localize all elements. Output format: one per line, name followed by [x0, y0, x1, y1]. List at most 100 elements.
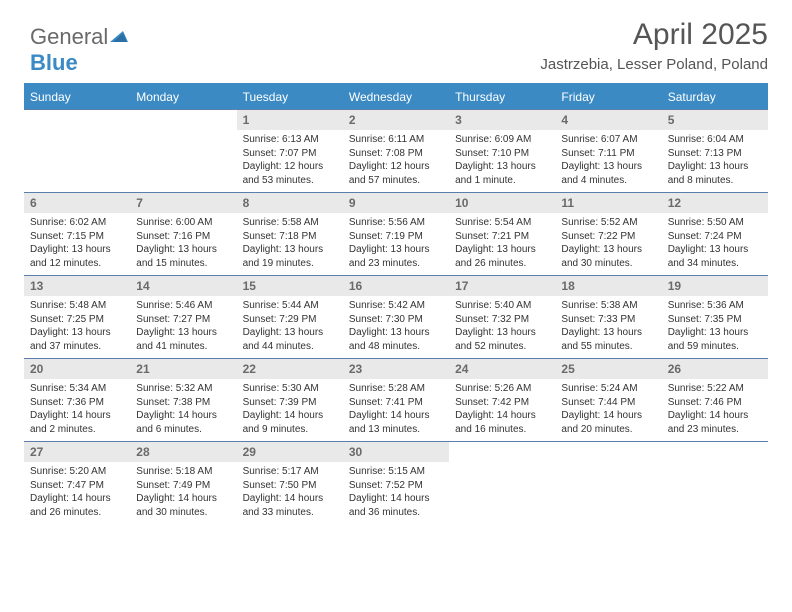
calendar-week: ..1Sunrise: 6:13 AMSunset: 7:07 PMDaylig…	[24, 109, 768, 192]
calendar-day-header: Sunday Monday Tuesday Wednesday Thursday…	[24, 85, 768, 109]
day-details: Sunrise: 5:46 AMSunset: 7:27 PMDaylight:…	[130, 296, 236, 356]
day-number: 9	[343, 193, 449, 213]
calendar-cell: 11Sunrise: 5:52 AMSunset: 7:22 PMDayligh…	[555, 193, 661, 275]
day-details: Sunrise: 5:28 AMSunset: 7:41 PMDaylight:…	[343, 379, 449, 439]
day-details: Sunrise: 5:30 AMSunset: 7:39 PMDaylight:…	[237, 379, 343, 439]
day-number: 2	[343, 110, 449, 130]
day-number: 30	[343, 442, 449, 462]
calendar-cell: 10Sunrise: 5:54 AMSunset: 7:21 PMDayligh…	[449, 193, 555, 275]
day-number: 12	[662, 193, 768, 213]
calendar-cell: 16Sunrise: 5:42 AMSunset: 7:30 PMDayligh…	[343, 276, 449, 358]
day-details: Sunrise: 5:20 AMSunset: 7:47 PMDaylight:…	[24, 462, 130, 522]
day-details: Sunrise: 5:34 AMSunset: 7:36 PMDaylight:…	[24, 379, 130, 439]
dayhead-saturday: Saturday	[662, 85, 768, 109]
day-number: 6	[24, 193, 130, 213]
logo: General Blue	[30, 22, 128, 76]
calendar-cell: 14Sunrise: 5:46 AMSunset: 7:27 PMDayligh…	[130, 276, 236, 358]
day-number: 27	[24, 442, 130, 462]
day-number: 26	[662, 359, 768, 379]
day-number: 20	[24, 359, 130, 379]
calendar-cell: .	[24, 110, 130, 192]
day-details: Sunrise: 5:54 AMSunset: 7:21 PMDaylight:…	[449, 213, 555, 273]
calendar-cell: 4Sunrise: 6:07 AMSunset: 7:11 PMDaylight…	[555, 110, 661, 192]
dayhead-sunday: Sunday	[24, 85, 130, 109]
logo-triangle-icon	[110, 22, 128, 48]
calendar: Sunday Monday Tuesday Wednesday Thursday…	[24, 83, 768, 524]
calendar-cell: 25Sunrise: 5:24 AMSunset: 7:44 PMDayligh…	[555, 359, 661, 441]
calendar-cell: 23Sunrise: 5:28 AMSunset: 7:41 PMDayligh…	[343, 359, 449, 441]
day-number: .	[24, 110, 130, 130]
day-details: Sunrise: 5:44 AMSunset: 7:29 PMDaylight:…	[237, 296, 343, 356]
day-number: 17	[449, 276, 555, 296]
day-number: 13	[24, 276, 130, 296]
calendar-cell: 27Sunrise: 5:20 AMSunset: 7:47 PMDayligh…	[24, 442, 130, 524]
calendar-cell: 29Sunrise: 5:17 AMSunset: 7:50 PMDayligh…	[237, 442, 343, 524]
calendar-cell: 7Sunrise: 6:00 AMSunset: 7:16 PMDaylight…	[130, 193, 236, 275]
calendar-week: 27Sunrise: 5:20 AMSunset: 7:47 PMDayligh…	[24, 441, 768, 524]
calendar-cell: 26Sunrise: 5:22 AMSunset: 7:46 PMDayligh…	[662, 359, 768, 441]
day-details: Sunrise: 5:26 AMSunset: 7:42 PMDaylight:…	[449, 379, 555, 439]
calendar-cell: 9Sunrise: 5:56 AMSunset: 7:19 PMDaylight…	[343, 193, 449, 275]
calendar-cell: 28Sunrise: 5:18 AMSunset: 7:49 PMDayligh…	[130, 442, 236, 524]
calendar-cell: 24Sunrise: 5:26 AMSunset: 7:42 PMDayligh…	[449, 359, 555, 441]
page-header: April 2025 Jastrzebia, Lesser Poland, Po…	[24, 18, 768, 73]
day-details: Sunrise: 5:52 AMSunset: 7:22 PMDaylight:…	[555, 213, 661, 273]
day-details: Sunrise: 5:18 AMSunset: 7:49 PMDaylight:…	[130, 462, 236, 522]
calendar-week: 6Sunrise: 6:02 AMSunset: 7:15 PMDaylight…	[24, 192, 768, 275]
day-details: Sunrise: 6:07 AMSunset: 7:11 PMDaylight:…	[555, 130, 661, 190]
day-details: Sunrise: 6:09 AMSunset: 7:10 PMDaylight:…	[449, 130, 555, 190]
day-number: 18	[555, 276, 661, 296]
day-number: 24	[449, 359, 555, 379]
day-details: Sunrise: 5:15 AMSunset: 7:52 PMDaylight:…	[343, 462, 449, 522]
day-details: Sunrise: 5:48 AMSunset: 7:25 PMDaylight:…	[24, 296, 130, 356]
day-details: Sunrise: 6:11 AMSunset: 7:08 PMDaylight:…	[343, 130, 449, 190]
day-details: Sunrise: 5:38 AMSunset: 7:33 PMDaylight:…	[555, 296, 661, 356]
day-number: 3	[449, 110, 555, 130]
day-details: Sunrise: 5:58 AMSunset: 7:18 PMDaylight:…	[237, 213, 343, 273]
day-number: 11	[555, 193, 661, 213]
day-details: Sunrise: 6:13 AMSunset: 7:07 PMDaylight:…	[237, 130, 343, 190]
day-details: Sunrise: 5:56 AMSunset: 7:19 PMDaylight:…	[343, 213, 449, 273]
day-number: .	[662, 442, 768, 462]
day-details: Sunrise: 5:32 AMSunset: 7:38 PMDaylight:…	[130, 379, 236, 439]
day-details: Sunrise: 6:04 AMSunset: 7:13 PMDaylight:…	[662, 130, 768, 190]
calendar-body: ..1Sunrise: 6:13 AMSunset: 7:07 PMDaylig…	[24, 109, 768, 524]
page-title: April 2025	[24, 18, 768, 52]
calendar-week: 13Sunrise: 5:48 AMSunset: 7:25 PMDayligh…	[24, 275, 768, 358]
day-number: 29	[237, 442, 343, 462]
calendar-cell: .	[555, 442, 661, 524]
day-number: 10	[449, 193, 555, 213]
day-number: 14	[130, 276, 236, 296]
calendar-cell: 6Sunrise: 6:02 AMSunset: 7:15 PMDaylight…	[24, 193, 130, 275]
day-number: 4	[555, 110, 661, 130]
calendar-cell: 8Sunrise: 5:58 AMSunset: 7:18 PMDaylight…	[237, 193, 343, 275]
calendar-cell: 18Sunrise: 5:38 AMSunset: 7:33 PMDayligh…	[555, 276, 661, 358]
calendar-cell: 15Sunrise: 5:44 AMSunset: 7:29 PMDayligh…	[237, 276, 343, 358]
page-subtitle: Jastrzebia, Lesser Poland, Poland	[24, 56, 768, 73]
day-details: Sunrise: 6:00 AMSunset: 7:16 PMDaylight:…	[130, 213, 236, 273]
logo-text-2: Blue	[30, 50, 78, 75]
calendar-cell: 22Sunrise: 5:30 AMSunset: 7:39 PMDayligh…	[237, 359, 343, 441]
calendar-cell: 3Sunrise: 6:09 AMSunset: 7:10 PMDaylight…	[449, 110, 555, 192]
day-details: Sunrise: 5:36 AMSunset: 7:35 PMDaylight:…	[662, 296, 768, 356]
dayhead-thursday: Thursday	[449, 85, 555, 109]
calendar-cell: 17Sunrise: 5:40 AMSunset: 7:32 PMDayligh…	[449, 276, 555, 358]
calendar-cell: .	[662, 442, 768, 524]
day-number: 15	[237, 276, 343, 296]
day-number: 1	[237, 110, 343, 130]
day-details: Sunrise: 5:42 AMSunset: 7:30 PMDaylight:…	[343, 296, 449, 356]
calendar-cell: 1Sunrise: 6:13 AMSunset: 7:07 PMDaylight…	[237, 110, 343, 192]
calendar-cell: 21Sunrise: 5:32 AMSunset: 7:38 PMDayligh…	[130, 359, 236, 441]
day-number: 21	[130, 359, 236, 379]
day-details: Sunrise: 5:22 AMSunset: 7:46 PMDaylight:…	[662, 379, 768, 439]
dayhead-monday: Monday	[130, 85, 236, 109]
calendar-cell: 12Sunrise: 5:50 AMSunset: 7:24 PMDayligh…	[662, 193, 768, 275]
day-number: 19	[662, 276, 768, 296]
day-details: Sunrise: 6:02 AMSunset: 7:15 PMDaylight:…	[24, 213, 130, 273]
calendar-cell: 13Sunrise: 5:48 AMSunset: 7:25 PMDayligh…	[24, 276, 130, 358]
calendar-week: 20Sunrise: 5:34 AMSunset: 7:36 PMDayligh…	[24, 358, 768, 441]
calendar-cell: .	[130, 110, 236, 192]
day-number: .	[555, 442, 661, 462]
day-number: 22	[237, 359, 343, 379]
logo-text-1: General	[30, 24, 108, 49]
